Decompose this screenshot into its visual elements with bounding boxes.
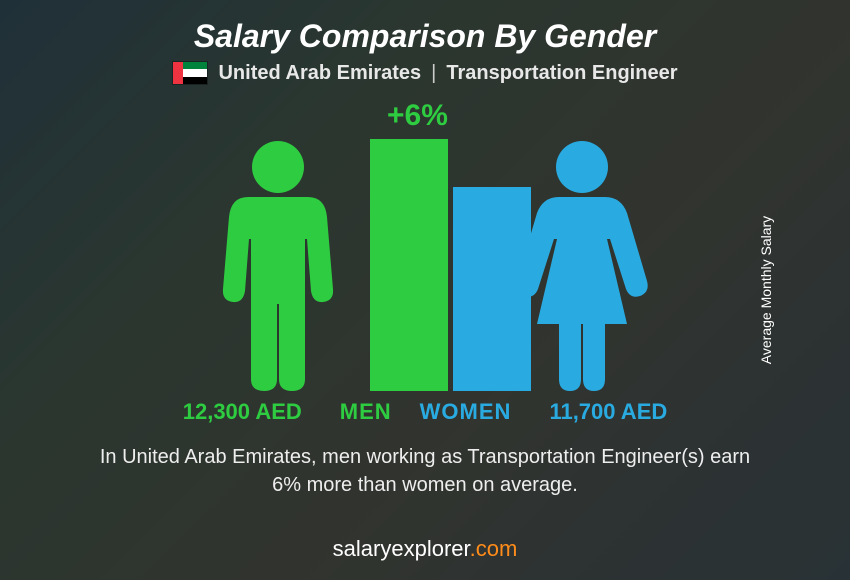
men-salary-value: 12,300 AED bbox=[183, 399, 302, 425]
uae-flag-icon bbox=[172, 61, 208, 85]
men-bar bbox=[370, 139, 448, 391]
role-label: Transportation Engineer bbox=[446, 62, 677, 85]
man-icon bbox=[203, 139, 353, 391]
woman-icon bbox=[507, 139, 657, 391]
women-salary-value: 11,700 AED bbox=[549, 399, 667, 425]
page-title: Salary Comparison By Gender bbox=[0, 18, 850, 55]
chart-labels-row: 12,300 AED MEN WOMEN 11,700 AED bbox=[105, 399, 745, 425]
country-label: United Arab Emirates bbox=[218, 62, 421, 85]
separator: | bbox=[431, 62, 436, 85]
salary-comparison-chart: +6% 12,300 AED MEN WOMEN 11,700 AED bbox=[105, 105, 745, 425]
description-text: In United Arab Emirates, men working as … bbox=[85, 443, 765, 499]
footer-brand: salaryexplorer.com bbox=[0, 536, 850, 562]
women-label: WOMEN bbox=[420, 399, 512, 425]
percent-difference-label: +6% bbox=[387, 99, 448, 133]
brand-part-c: .com bbox=[470, 536, 518, 561]
subtitle-row: United Arab Emirates | Transportation En… bbox=[0, 61, 850, 85]
men-label: MEN bbox=[340, 399, 392, 425]
y-axis-label: Average Monthly Salary bbox=[758, 216, 774, 364]
brand-part-a: salary bbox=[333, 536, 392, 561]
brand-part-b: explorer bbox=[391, 536, 469, 561]
